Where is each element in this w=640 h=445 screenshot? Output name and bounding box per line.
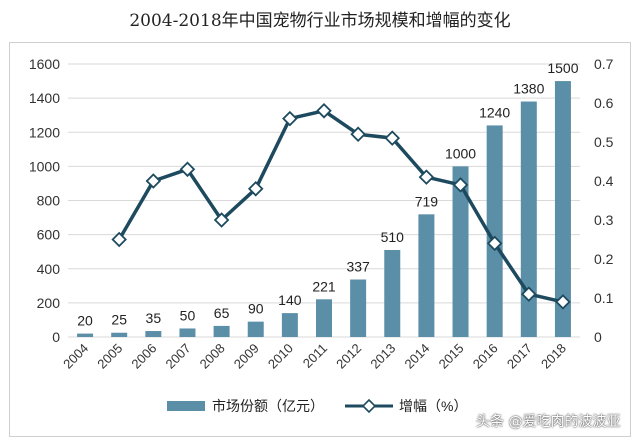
x-tick-label: 2011: [300, 341, 330, 371]
x-tick-label: 2007: [163, 341, 194, 372]
y-right-tick-label: 0.6: [594, 95, 614, 111]
watermark: 头条 @爱吃肉的波波亚: [476, 414, 621, 430]
legend-bar-swatch: [167, 401, 205, 411]
bar: [179, 328, 196, 337]
chart-title: 2004-2018年中国宠物行业市场规模和增幅的变化: [129, 11, 511, 31]
x-tick-label: 2009: [231, 341, 262, 372]
y-left-tick-label: 200: [37, 295, 61, 311]
bar-value-label: 140: [278, 292, 302, 308]
legend-bar-label: 市场份额（亿元）: [212, 398, 324, 414]
x-tick-label: 2014: [401, 341, 432, 372]
bar: [452, 166, 469, 337]
line-point-marker: [486, 235, 503, 252]
bar: [418, 214, 435, 337]
line-point-marker: [145, 173, 162, 189]
x-tick-label: 2006: [128, 341, 159, 372]
bar: [77, 333, 94, 337]
line-point-marker: [316, 103, 332, 119]
bar-value-label: 20: [77, 313, 93, 329]
y-right-tick-label: 0.5: [594, 134, 614, 150]
bar-value-label: 35: [146, 310, 162, 326]
x-tick-label: 2013: [367, 341, 398, 372]
y-right-tick-label: 0.1: [594, 290, 614, 306]
y-right-tick-label: 0.2: [594, 251, 614, 267]
x-tick-label: 2018: [538, 341, 569, 372]
y-left-tick-label: 600: [37, 227, 61, 243]
bar: [213, 325, 230, 337]
bar: [554, 81, 571, 337]
bar: [111, 332, 128, 337]
chart-frame: [9, 42, 631, 437]
y-left-tick-label: 1600: [29, 56, 60, 72]
line-point-marker: [213, 212, 230, 228]
legend-line-marker: [361, 398, 377, 414]
line-point-marker: [555, 294, 571, 310]
bar: [145, 331, 162, 337]
y-left-tick-label: 800: [37, 193, 61, 209]
y-left-tick-label: 1200: [29, 124, 60, 140]
x-tick-label: 2005: [94, 341, 125, 372]
bar-value-label: 1500: [547, 60, 578, 76]
y-left-tick-label: 1400: [29, 90, 60, 106]
bar-value-label: 221: [312, 278, 336, 294]
bar-value-label: 1380: [513, 81, 544, 97]
bar-value-label: 25: [111, 312, 127, 328]
bar-value-label: 719: [415, 193, 439, 209]
bar: [281, 313, 298, 337]
line-point-marker: [350, 126, 366, 142]
bar-value-label: 1000: [445, 145, 476, 161]
line-point-marker: [282, 110, 298, 127]
x-tick-label: 2010: [265, 341, 296, 372]
x-tick-label: 2017: [504, 341, 535, 372]
line-series-path: [117, 109, 564, 304]
bar: [486, 125, 503, 337]
bar: [247, 321, 264, 337]
bar-value-label: 1240: [479, 104, 510, 120]
line-point-marker: [111, 231, 127, 248]
y-right-tick-label: 0.4: [594, 173, 614, 189]
bar-value-label: 510: [381, 229, 405, 245]
line-point-marker: [179, 161, 196, 178]
x-tick-label: 2012: [333, 341, 364, 372]
y-right-tick-label: 0.3: [594, 212, 614, 228]
y-right-tick-label: 0.7: [594, 56, 614, 72]
line-point-marker: [247, 181, 264, 197]
y-left-tick-label: 0: [52, 329, 60, 345]
x-tick-label: 2008: [197, 341, 228, 372]
line-point-marker: [418, 169, 435, 185]
x-tick-label: 2004: [60, 341, 91, 372]
legend-line-label: 增幅（%）: [399, 398, 467, 414]
line-point-marker: [452, 177, 469, 193]
x-tick-label: 2015: [436, 341, 467, 372]
line-point-marker: [521, 286, 537, 302]
bar-value-label: 65: [214, 305, 230, 321]
x-tick-label: 2016: [470, 341, 501, 372]
bar: [316, 299, 332, 337]
bar-value-label: 90: [248, 301, 264, 317]
y-left-tick-label: 400: [37, 261, 61, 277]
bar: [384, 249, 401, 337]
line-point-marker: [384, 130, 401, 146]
y-left-tick-label: 1000: [29, 158, 60, 174]
bar-value-label: 50: [180, 307, 196, 323]
bar: [350, 279, 367, 337]
y-right-tick-label: 0: [594, 329, 602, 345]
bar-value-label: 337: [346, 258, 370, 274]
bar: [520, 101, 537, 337]
